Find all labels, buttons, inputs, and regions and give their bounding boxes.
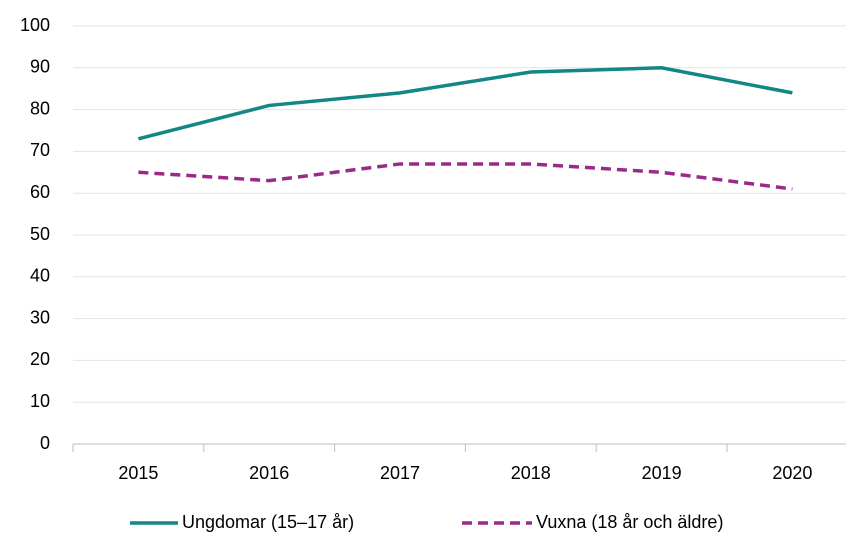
x-tick-label: 2019 xyxy=(642,463,682,483)
legend-label: Vuxna (18 år och äldre) xyxy=(536,512,723,532)
y-tick-label: 20 xyxy=(30,349,50,369)
series-line xyxy=(137,66,793,141)
y-tick-label: 50 xyxy=(30,224,50,244)
x-tick-label: 2020 xyxy=(772,463,812,483)
series-line xyxy=(138,162,793,191)
y-tick-label: 100 xyxy=(20,15,50,35)
y-tick-label: 80 xyxy=(30,98,50,118)
y-tick-label: 40 xyxy=(30,266,50,286)
y-tick-label: 90 xyxy=(30,57,50,77)
x-tick-label: 2018 xyxy=(511,463,551,483)
y-tick-label: 30 xyxy=(30,307,50,327)
y-tick-label: 60 xyxy=(30,182,50,202)
y-tick-label: 0 xyxy=(40,433,50,453)
y-tick-label: 70 xyxy=(30,140,50,160)
x-tick-label: 2015 xyxy=(118,463,158,483)
x-tick-label: 2016 xyxy=(249,463,289,483)
legend-label: Ungdomar (15–17 år) xyxy=(182,512,354,532)
x-tick-label: 2017 xyxy=(380,463,420,483)
y-tick-label: 10 xyxy=(30,391,50,411)
